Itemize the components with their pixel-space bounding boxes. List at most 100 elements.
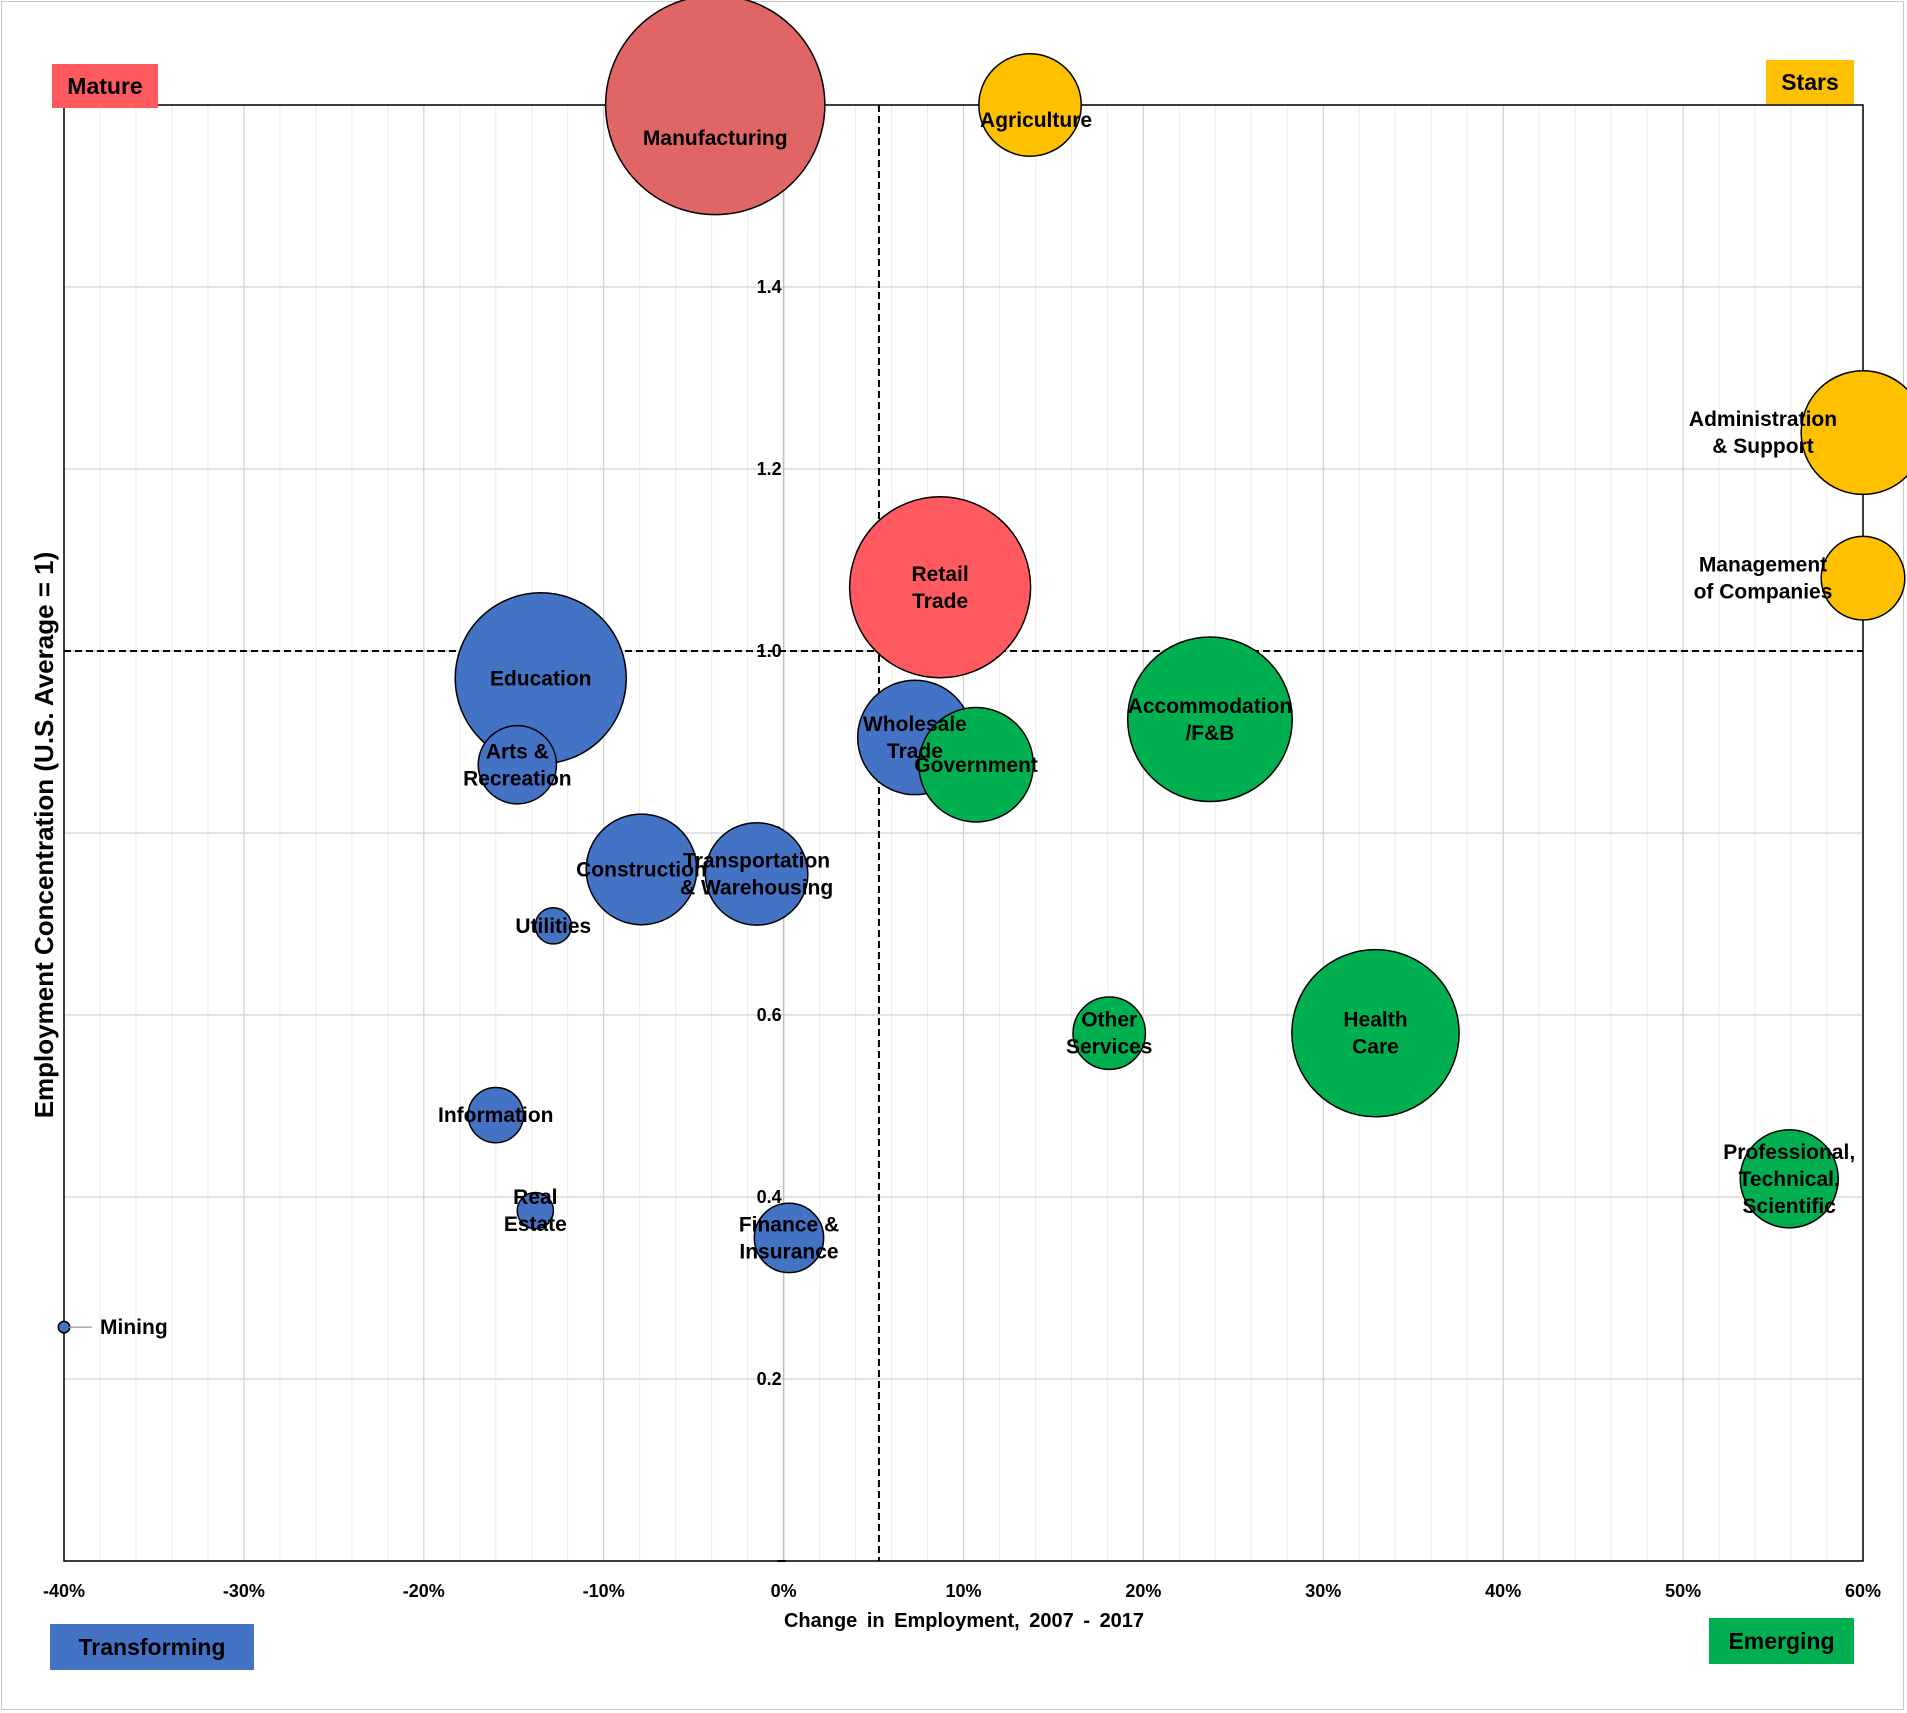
bubble-label-line: Wholesale — [863, 713, 967, 736]
bubble-label-line: Trade — [912, 590, 968, 613]
y-tick-label: 1.2 — [757, 459, 782, 479]
major-gridlines — [63, 104, 1864, 1562]
quadrant-badge-transforming: Transforming — [50, 1624, 254, 1670]
bubble-label-line: Trade — [887, 740, 943, 763]
bubble-label-government: Government — [914, 754, 1038, 777]
bubble-finance-insurance — [753, 1202, 825, 1274]
x-tick-label: -10% — [583, 1581, 625, 1601]
bubble-label-health-care: Health Care — [1343, 1009, 1407, 1059]
x-tick-label: 50% — [1665, 1581, 1701, 1601]
bubble-label-line: Real — [513, 1186, 557, 1209]
bubble-label-information: Information — [438, 1104, 554, 1127]
bubble-label-professional-technical-scientific: Professional, Technical, Scientific — [1723, 1141, 1855, 1218]
bubble-label-line: /F&B — [1185, 722, 1234, 745]
x-tick-label: 20% — [1125, 1581, 1161, 1601]
quadrant-label: Transforming — [78, 1633, 226, 1660]
bubble-mining — [57, 1320, 71, 1334]
bubble-label-manufacturing: Manufacturing — [643, 127, 788, 150]
x-tick-label: 30% — [1305, 1581, 1341, 1601]
bubble-label-line: Estate — [504, 1213, 567, 1236]
bubble-health-care — [1291, 948, 1460, 1118]
y-tick-label: 0.2 — [757, 1369, 782, 1389]
y-tick-label: 1.4 — [757, 277, 782, 297]
x-tick-label: 60% — [1845, 1581, 1881, 1601]
bubble-label-line: Construction — [576, 858, 707, 881]
bubble-administration-support — [1800, 370, 1907, 496]
y-axis-title: Employment Concentration (U.S. Average =… — [29, 552, 59, 1119]
bubble-government — [918, 706, 1035, 823]
bubble-label-transportation-warehousing: Transportation & Warehousing — [680, 849, 833, 899]
reference-lines — [64, 105, 1863, 1561]
bubble-label-wholesale-trade: Wholesale Trade — [863, 713, 967, 763]
bubble-label-line: Services — [1066, 1036, 1152, 1059]
x-tick-label: -30% — [223, 1581, 265, 1601]
quadrant-label: Stars — [1781, 68, 1839, 95]
bubble-label-line: Insurance — [739, 1240, 838, 1263]
bubble-label-construction: Construction — [576, 858, 707, 881]
bubble-labels: Manufacturing Agriculture Administration & … — [69, 109, 1855, 1339]
bubble-transportation-warehousing — [704, 822, 809, 926]
bubbles — [57, 0, 1907, 1334]
bubble-label-line: Other — [1081, 1009, 1137, 1032]
bubble-label-line: Arts & — [486, 740, 549, 763]
plot-area-border — [63, 104, 1864, 1562]
x-axis-title: Change in Employment, 2007 - 2017 — [784, 1610, 1144, 1632]
bubble-label-accommodation-f-b: Accommodation/F&B — [1128, 695, 1293, 745]
y-tick-label: 0.4 — [757, 1187, 782, 1207]
bubble-label-line: Professional, — [1723, 1141, 1855, 1164]
y-tick-label: 0.6 — [757, 1005, 782, 1025]
quadrant-badge-emerging: Emerging — [1709, 1618, 1854, 1664]
bubble-label-retail-trade: Retail Trade — [912, 563, 969, 613]
bubble-label-other-services: Other Services — [1066, 1009, 1152, 1059]
bubble-label-line: & Warehousing — [680, 876, 833, 899]
bubble-label-line: Accommodation — [1128, 695, 1293, 718]
bubble-accommodation-f-b — [1126, 636, 1293, 803]
bubble-information — [467, 1086, 525, 1144]
quadrant-label: Emerging — [1728, 1627, 1835, 1654]
quadrant-label: Mature — [67, 72, 143, 99]
x-tick-label: 40% — [1485, 1581, 1521, 1601]
bubble-label-line: Recreation — [463, 767, 572, 790]
bubble-utilities — [534, 906, 573, 945]
bubble-professional-technical-scientific — [1739, 1129, 1840, 1229]
bubble-real-estate — [516, 1191, 555, 1230]
bubble-label-line: Agriculture — [980, 109, 1092, 132]
bubble-label-line: Mining — [100, 1316, 168, 1339]
bubble-retail-trade — [848, 496, 1032, 679]
bubble-label-utilities: Utilities — [515, 915, 591, 938]
bubble-label-line: Information — [438, 1104, 554, 1127]
bubble-label-finance-insurance: Finance & Insurance — [739, 1213, 839, 1263]
bubble-label-line: Transportation — [683, 849, 830, 872]
x-tick-label: -40% — [43, 1581, 85, 1601]
bubble-label-mining: Mining — [100, 1316, 168, 1339]
quadrant-badge-mature: Mature — [52, 64, 158, 108]
bubble-label-real-estate: Real Estate — [504, 1186, 567, 1236]
bubble-label-line: Care — [1352, 1036, 1399, 1059]
bubble-label-line: Scientific — [1743, 1195, 1837, 1218]
bubble-label-line: of Companies — [1694, 581, 1833, 604]
bubble-label-agriculture: Agriculture — [980, 109, 1092, 132]
quadrant-badge-stars: Stars — [1766, 60, 1854, 104]
bubble-label-line: Technical, — [1739, 1168, 1840, 1191]
bubble-manufacturing — [604, 0, 826, 216]
bubble-label-line: Utilities — [515, 915, 591, 938]
bubble-label-line: Management — [1699, 554, 1827, 577]
bubble-label-line: Education — [490, 667, 592, 690]
bubble-label-line: Health — [1343, 1009, 1407, 1032]
bubble-label-line: Government — [914, 754, 1038, 777]
bubble-agriculture — [978, 53, 1083, 157]
bubble-construction — [585, 813, 698, 926]
bubble-label-administration-support: Administration & Support — [1689, 408, 1837, 458]
bubble-label-line: Administration — [1689, 408, 1837, 431]
bubble-management-of-companies — [1820, 535, 1906, 621]
bubble-label-management-of-companies: Management of Companies — [1694, 554, 1833, 604]
x-tick-label: 10% — [945, 1581, 981, 1601]
bubble-label-line: Manufacturing — [643, 127, 788, 150]
bubble-label-line: Finance & — [739, 1213, 839, 1236]
x-tick-label: -20% — [403, 1581, 445, 1601]
bubble-label-line: Retail — [912, 563, 969, 586]
bubble-other-services — [1072, 996, 1147, 1071]
bubble-label-line: & Support — [1712, 435, 1813, 458]
